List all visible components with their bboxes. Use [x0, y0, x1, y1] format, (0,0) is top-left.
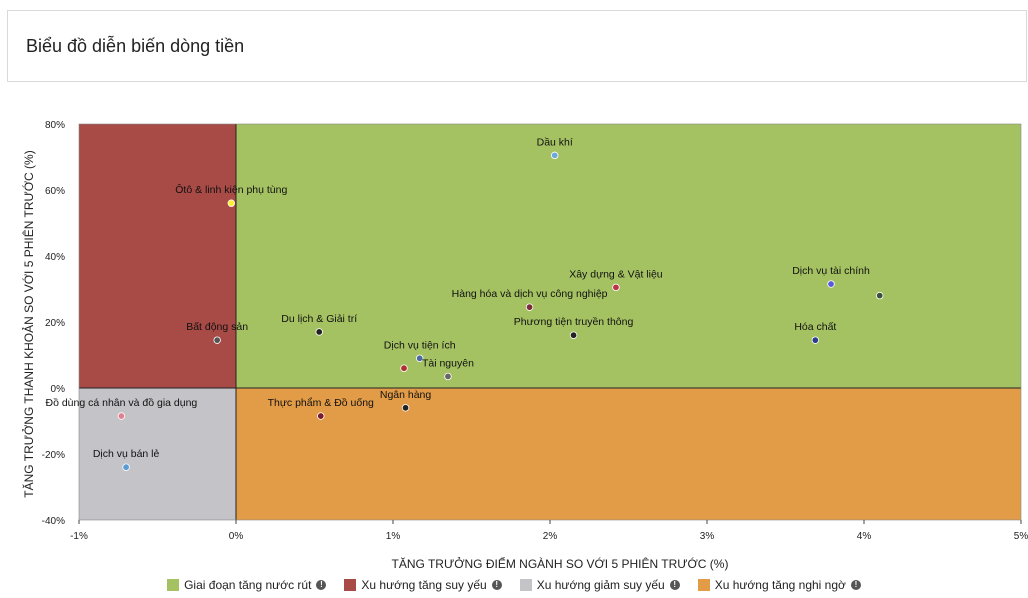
y-tick-label: 60% [45, 186, 65, 197]
legend-item-xu-huong-tang-suy-yeu[interactable]: Xu hướng tăng suy yếu ! [344, 578, 502, 592]
info-icon[interactable]: ! [491, 580, 502, 590]
quadrant-1 [79, 124, 236, 388]
legend-item-xu-huong-tang-nghi-ngo[interactable]: Xu hướng tăng nghi ngờ ! [697, 578, 861, 592]
data-point-label: Du lịch & Giải trí [281, 313, 357, 325]
data-point-label: Ngân hàng [380, 389, 432, 401]
y-tick-label: -40% [42, 516, 65, 527]
data-point [827, 280, 835, 288]
data-point-label: Tài nguyên [422, 357, 474, 369]
data-point [213, 336, 221, 344]
data-point [415, 354, 424, 362]
data-point-label: Dịch vụ tài chính [792, 265, 870, 277]
data-point-label: Phương tiện truyền thông [514, 316, 634, 328]
data-point-label: Thực phẩm & Đồ uống [268, 397, 374, 409]
data-point-label: Ôtô & linh kiện phụ tùng [175, 183, 287, 196]
page-title: Biểu đồ diễn biến dòng tiền [26, 36, 245, 56]
x-tick-label: 0% [229, 531, 244, 542]
quadrant-0 [236, 124, 1021, 388]
x-tick-label: 1% [386, 531, 401, 542]
data-point [317, 412, 325, 420]
data-point-label: Dầu khí [537, 136, 573, 148]
data-point-label: Hàng hóa và dịch vụ công nghiệp [452, 288, 608, 300]
legend-swatch [344, 579, 357, 591]
legend-label: Xu hướng giảm suy yếu [536, 578, 665, 592]
data-point [122, 463, 130, 471]
data-point-label: Đồ dùng cá nhân và đồ gia dụng [45, 397, 197, 409]
data-point [612, 283, 620, 292]
data-point [227, 199, 235, 207]
x-tick-label: 4% [857, 531, 872, 542]
y-tick-label: 0% [51, 384, 66, 395]
y-tick-label: 20% [45, 318, 65, 329]
data-point-label: Bất động sản [186, 321, 248, 333]
legend-label: Xu hướng tăng suy yếu [361, 578, 487, 592]
data-point-label: Hóa chất [794, 321, 836, 333]
info-icon[interactable]: ! [316, 580, 327, 590]
data-point [811, 336, 820, 344]
info-icon[interactable]: ! [669, 580, 680, 590]
data-point [551, 151, 559, 160]
legend-label: Giai đoạn tăng nước rút [184, 578, 312, 592]
quadrant-2 [79, 388, 236, 520]
legend-swatch [167, 579, 180, 591]
scatter-chart: -1% 0% 1% 2% 3% 4% 5% -40% -20% 0% 20% 40% 60% 80% TĂN… [21, 120, 1028, 571]
y-tick-label: -20% [42, 450, 65, 461]
legend-item-xu-huong-giam-suy-yeu[interactable]: Xu hướng giảm suy yếu ! [519, 578, 680, 592]
data-point-label: Xây dựng & Vật liệu [569, 268, 663, 280]
data-point [315, 328, 323, 336]
data-point [117, 412, 126, 420]
y-tick-label: 80% [45, 120, 65, 131]
y-tick-label: 40% [45, 252, 65, 263]
legend-item-giai-doan-tang-nuoc-rut[interactable]: Giai đoạn tăng nước rút ! [167, 578, 327, 592]
data-point [569, 331, 578, 339]
data-point [525, 303, 534, 311]
data-point-label: Dịch vụ bán lẻ [93, 448, 160, 460]
quadrant-3 [236, 388, 1021, 520]
legend-label: Xu hướng tăng nghi ngờ [714, 578, 846, 592]
data-point [400, 364, 408, 372]
x-axis-title: TĂNG TRƯỞNG ĐIỂM NGÀNH SO VỚI 5 PHIÊN TR… [392, 556, 729, 571]
info-icon[interactable]: ! [850, 580, 861, 590]
legend-swatch [697, 579, 710, 591]
x-tick-label: 5% [1014, 531, 1028, 542]
chart-legend: Giai đoạn tăng nước rút ! Xu hướng tăng … [0, 578, 1028, 592]
x-tick-label: -1% [70, 531, 88, 542]
data-point [401, 404, 410, 412]
y-axis-title: TĂNG TRƯỞNG THANH KHOẢN SO VỚI 5 PHIÊN T… [21, 150, 36, 497]
data-point [876, 291, 884, 300]
legend-swatch [519, 579, 532, 591]
x-tick-label: 3% [700, 531, 715, 542]
data-point [444, 372, 452, 381]
x-tick-label: 2% [543, 531, 558, 542]
chart-header-card: Biểu đồ diễn biến dòng tiền [7, 10, 1027, 82]
data-point-label: Dịch vụ tiện ích [384, 339, 456, 351]
